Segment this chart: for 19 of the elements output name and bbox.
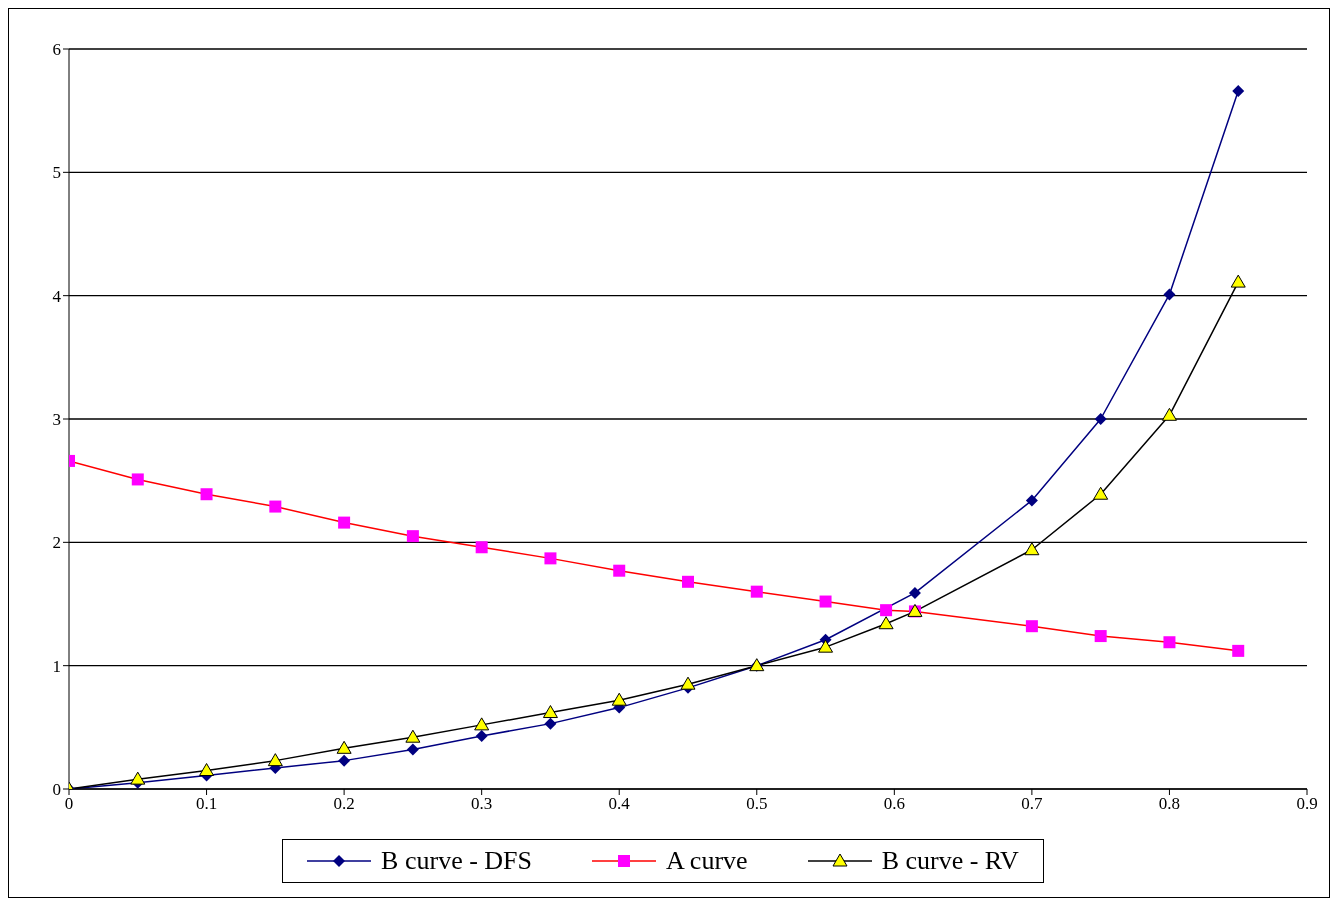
x-tick-label: 0.1 xyxy=(195,794,218,814)
y-tick-label: 0 xyxy=(52,780,61,800)
x-tick-label: 0.5 xyxy=(746,794,768,814)
x-tick-label: 0.6 xyxy=(883,794,905,814)
x-tick-label: 0.9 xyxy=(1296,794,1318,814)
legend-label: A curve xyxy=(666,846,748,876)
x-tick-label: 0.3 xyxy=(471,794,493,814)
y-tick-label: 6 xyxy=(52,40,61,60)
x-tick-label: 0.7 xyxy=(1021,794,1044,814)
x-tick-label: 0.8 xyxy=(1158,794,1181,814)
y-tick-label: 2 xyxy=(52,533,61,553)
x-tick-label: 0.2 xyxy=(333,794,355,814)
y-tick-label: 1 xyxy=(52,656,61,676)
y-tick-label: 4 xyxy=(52,286,62,306)
y-tick-label: 3 xyxy=(52,410,61,430)
x-tick-label: 0.4 xyxy=(608,794,631,814)
legend-label: B curve - RV xyxy=(881,846,1019,876)
y-tick-label: 5 xyxy=(52,163,61,183)
legend-label: B curve - DFS xyxy=(381,846,533,876)
